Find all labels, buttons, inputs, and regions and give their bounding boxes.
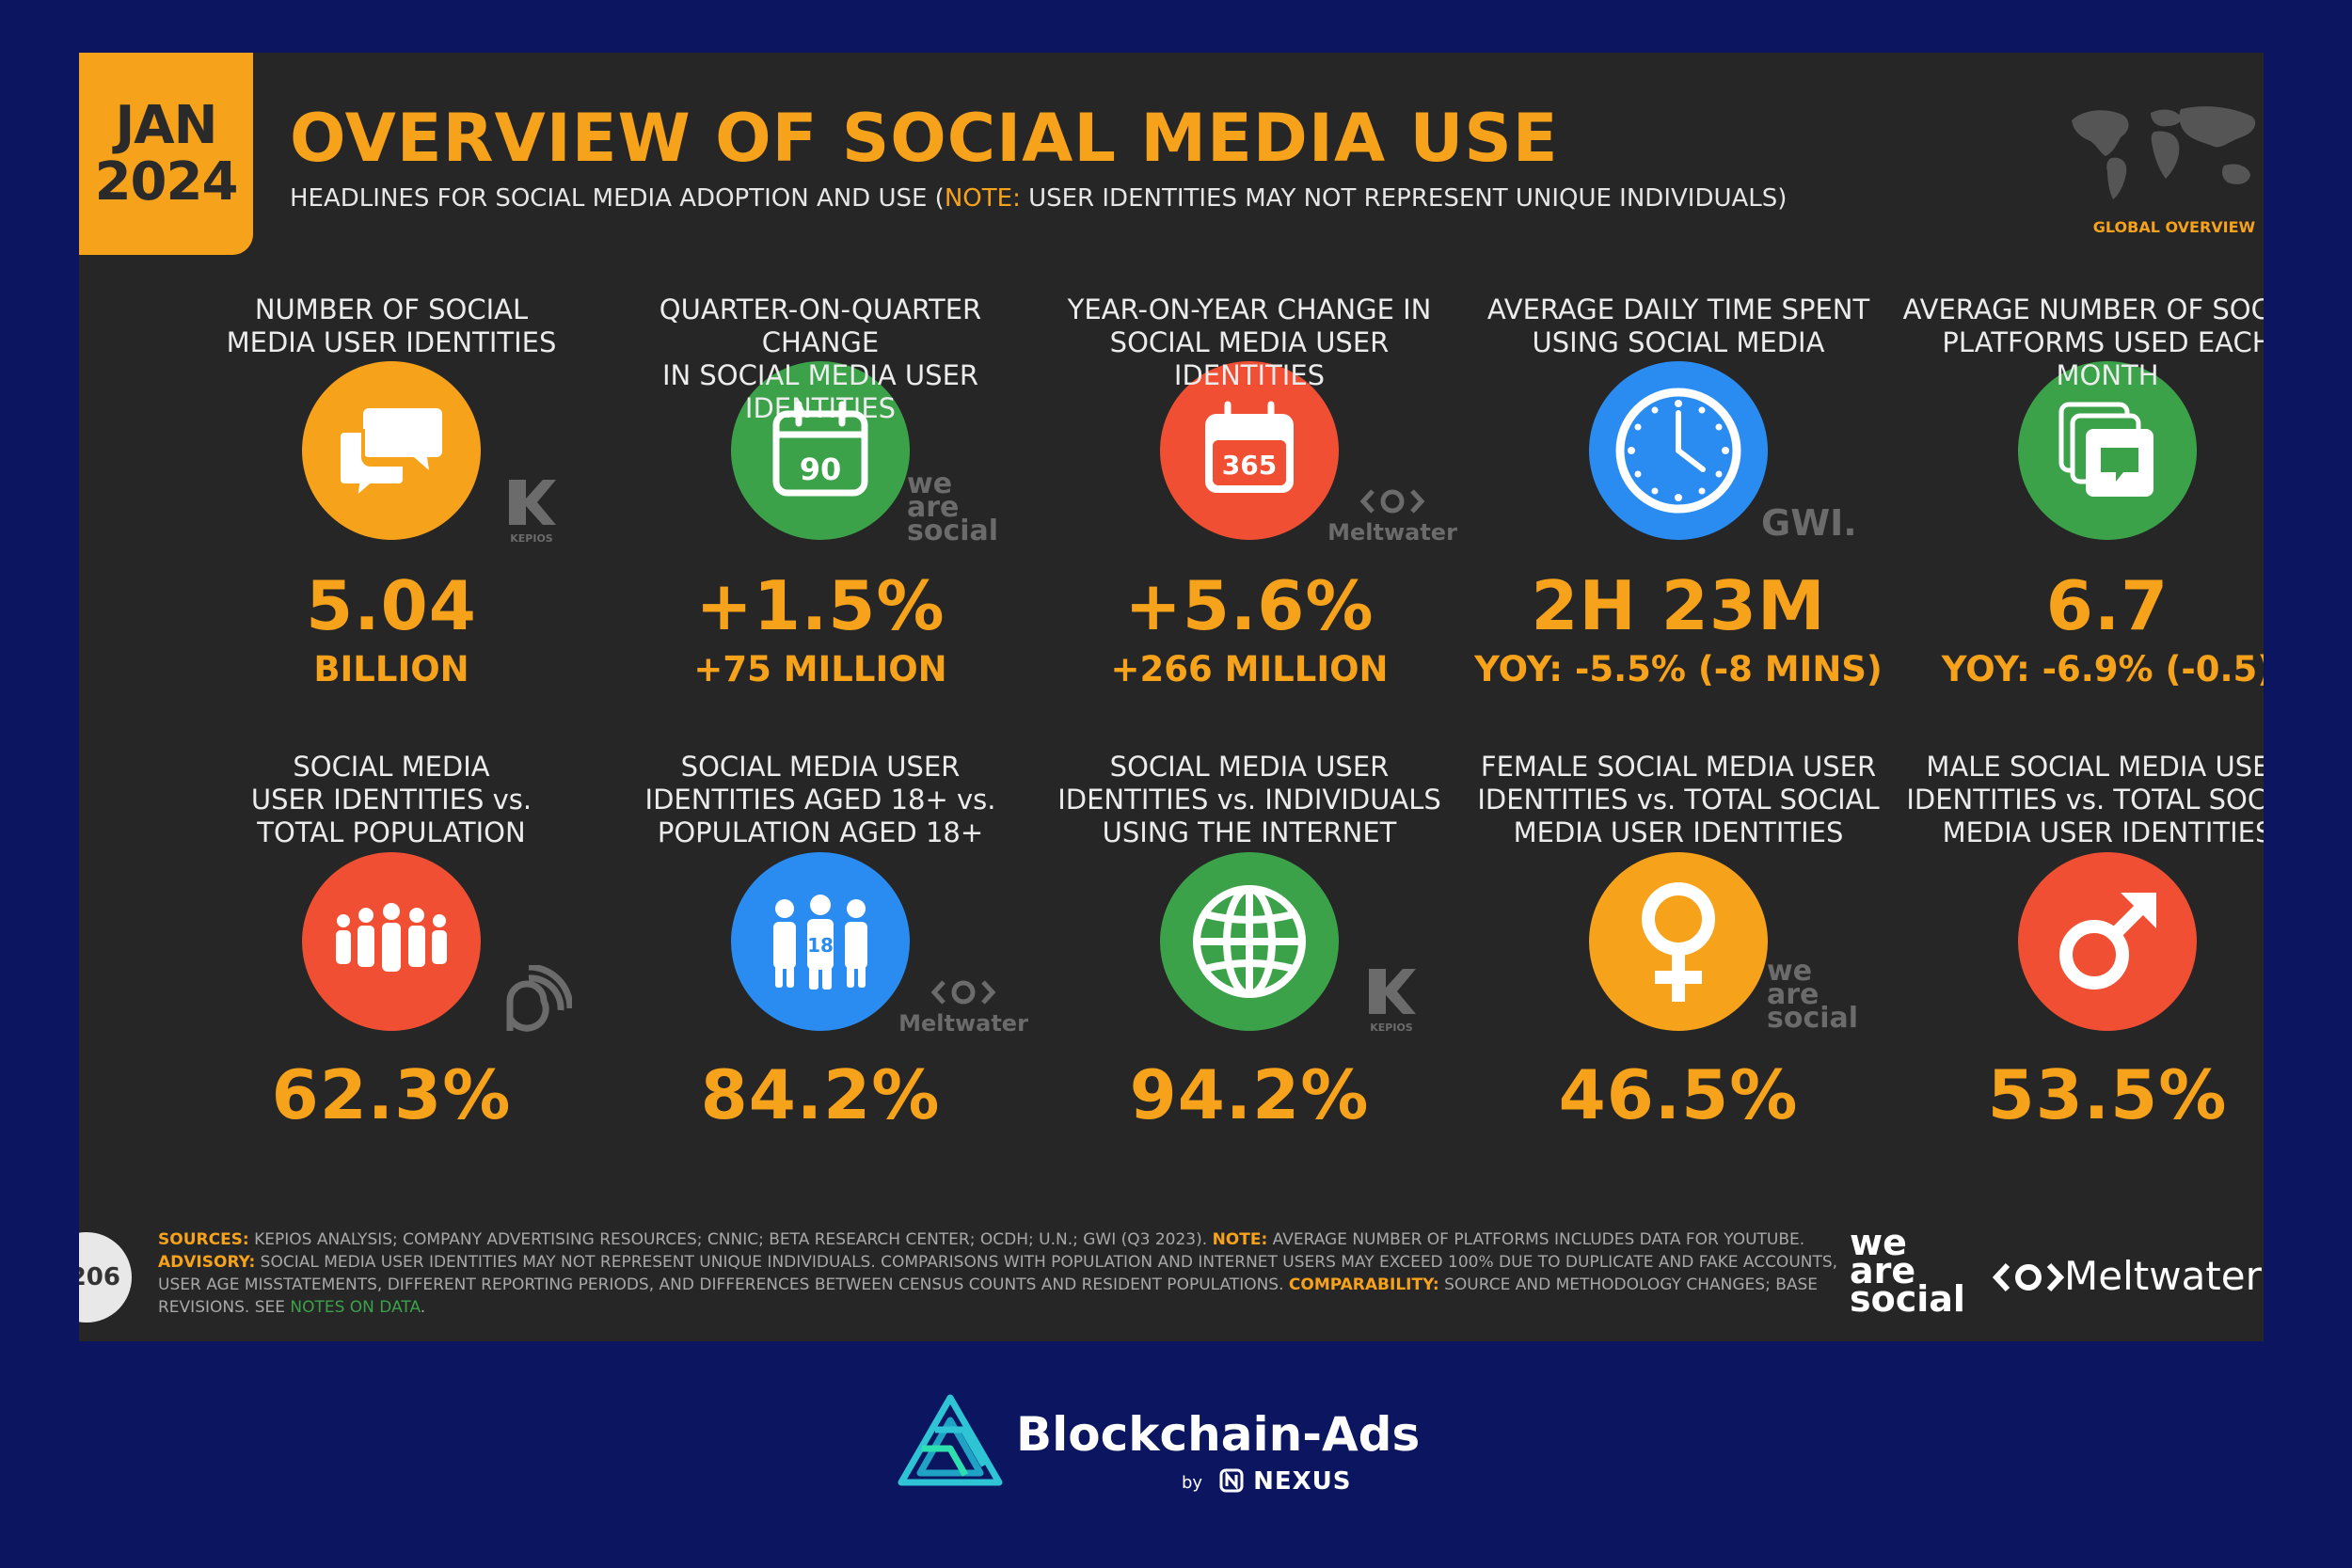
blockchain-ads-by: by <box>1182 1473 1203 1493</box>
meltwater-watermark-2: Meltwater <box>898 978 1029 1037</box>
crowd-icon <box>302 852 481 1031</box>
metric-label: QUARTER-ON-QUARTER CHANGE IN SOCIAL MEDIA… <box>659 293 982 424</box>
blockchain-ads-name: Blockchain-Ads <box>1016 1407 1421 1462</box>
subtitle-note: NOTE: <box>944 184 1021 213</box>
metric-female-share: FEMALE SOCIAL MEDIA USER IDENTITIES vs. T… <box>1471 751 1885 1132</box>
nexus-logo-icon <box>1219 1468 1244 1493</box>
gwi-watermark: GWI. <box>1761 502 1857 544</box>
adults-18-icon: 18 <box>731 852 910 1031</box>
metric-value: 84.2% <box>700 1055 941 1134</box>
clock-icon <box>1589 361 1768 540</box>
calendar-90-text: 90 <box>800 451 842 487</box>
metric-sub: BILLION <box>313 649 469 689</box>
stacked-windows-icon <box>2018 361 2197 540</box>
meltwater-logo-icon <box>1992 1262 2065 1292</box>
metric-adults-vs-population: SOCIAL MEDIA USER IDENTITIES AGED 18+ vs.… <box>613 751 1027 1132</box>
kepios-watermark-2: KEPIOS <box>1359 965 1424 1034</box>
blockchain-ads-logo-icon <box>898 1394 1003 1486</box>
kepios-logo-icon <box>1369 969 1416 1014</box>
metric-label: SOCIAL MEDIA USER IDENTITIES vs. TOTAL POP… <box>250 751 532 848</box>
metric-platforms-count: AVERAGE NUMBER OF SOCIALPLATFORMS USED E… <box>1900 293 2264 690</box>
metric-label: AVERAGE NUMBER OF SOCIALPLATFORMS USED E… <box>1902 293 2264 391</box>
metric-sub: YOY: -6.9% (-0.5) <box>1941 649 2264 689</box>
subtitle-pre: HEADLINES FOR SOCIAL MEDIA ADOPTION AND … <box>290 184 945 213</box>
world-map-icon <box>2072 106 2256 199</box>
metric-label: FEMALE SOCIAL MEDIA USER IDENTITIES vs. T… <box>1477 751 1880 848</box>
metric-vs-internet-users: SOCIAL MEDIA USER IDENTITIES vs. INDIVIDU… <box>1042 751 1456 1132</box>
metric-value: 2H 23M <box>1531 566 1826 645</box>
metric-label: SOCIAL MEDIA USER IDENTITIES vs. INDIVIDU… <box>1057 751 1441 848</box>
subtitle-post: USER IDENTITIES MAY NOT REPRESENT UNIQUE… <box>1020 184 1788 213</box>
page-subtitle: HEADLINES FOR SOCIAL MEDIA ADOPTION AND … <box>290 184 1787 213</box>
global-overview-label: GLOBAL OVERVIEW <box>2092 218 2256 236</box>
wearesocial-logo: we are social <box>1850 1222 1965 1320</box>
calendar-365-text: 365 <box>1222 450 1277 481</box>
blockchain-ads-brand: Blockchain-Ads by NEXUS <box>894 1392 1458 1514</box>
page-number: 206 <box>79 1232 132 1323</box>
male-symbol-icon <box>2018 852 2197 1031</box>
metric-value: 53.5% <box>1987 1055 2228 1134</box>
globe-icon <box>1160 852 1339 1031</box>
metric-value: 62.3% <box>271 1055 512 1134</box>
metric-value: 6.7 <box>2045 566 2169 645</box>
datareportal-watermark <box>499 963 574 1040</box>
metric-male-share: MALE SOCIAL MEDIA USER IDENTITIES vs. TOT… <box>1900 751 2264 1132</box>
wearesocial-watermark-2: we are social <box>1767 955 1859 1035</box>
metric-label: MALE SOCIAL MEDIA USER IDENTITIES vs. TOT… <box>1906 751 2264 848</box>
page-title: OVERVIEW OF SOCIAL MEDIA USE <box>290 100 1559 177</box>
metric-daily-time: AVERAGE DAILY TIME SPENT USING SOCIAL MED… <box>1471 293 1885 690</box>
metric-sub: +266 MILLION <box>1110 649 1389 689</box>
metric-value: +1.5% <box>695 566 946 645</box>
adults-18-text: 18 <box>807 934 834 957</box>
nexus-logo: NEXUS <box>1219 1467 1351 1496</box>
date-year: 2024 <box>94 150 239 213</box>
calendar-90-icon: 90 <box>731 361 910 540</box>
metric-value: 94.2% <box>1129 1055 1370 1134</box>
metric-yoy-change: YEAR-ON-YEAR CHANGE IN SOCIAL MEDIA USER … <box>1042 293 1456 690</box>
metric-value: +5.6% <box>1124 566 1375 645</box>
metric-vs-population: SOCIAL MEDIA USER IDENTITIES vs. TOTAL POP… <box>184 751 598 1132</box>
metric-sub: YOY: -5.5% (-8 MINS) <box>1474 649 1883 689</box>
date-badge: JAN 2024 <box>79 53 253 255</box>
datareportal-logo-icon <box>506 963 574 1032</box>
wearesocial-watermark: we are social <box>907 467 999 547</box>
female-symbol-icon <box>1589 852 1768 1031</box>
notes-on-data-link[interactable]: NOTES ON DATA <box>290 1298 421 1317</box>
meltwater-logo-icon <box>1359 489 1425 514</box>
infographic-card: JAN 2024 OVERVIEW OF SOCIAL MEDIA USE HE… <box>79 53 2264 1341</box>
meltwater-watermark: Meltwater <box>1327 487 1458 546</box>
calendar-365-icon: 365 <box>1160 361 1339 540</box>
metric-label: YEAR-ON-YEAR CHANGE IN SOCIAL MEDIA USER … <box>1067 293 1432 391</box>
kepios-logo-icon <box>509 480 556 525</box>
kepios-watermark: KEPIOS <box>499 476 564 545</box>
metric-sub: +75 MILLION <box>693 649 947 689</box>
metric-label: SOCIAL MEDIA USER IDENTITIES AGED 18+ vs.… <box>644 751 996 848</box>
metric-qoq-change: QUARTER-ON-QUARTER CHANGE IN SOCIAL MEDIA… <box>613 293 1027 690</box>
meltwater-logo-icon <box>930 980 996 1005</box>
metric-social-media-users: NUMBER OF SOCIAL MEDIA USER IDENTITIES 5.… <box>184 293 598 690</box>
speech-bubbles-icon <box>302 361 481 540</box>
metric-label: AVERAGE DAILY TIME SPENT USING SOCIAL MED… <box>1486 293 1870 358</box>
metric-value: 5.04 <box>306 566 477 645</box>
date-month: JAN <box>115 94 217 156</box>
footer-notes: SOURCES: KEPIOS ANALYSIS; COMPANY ADVERT… <box>158 1230 1838 1317</box>
meltwater-logo: Meltwater <box>1992 1253 2262 1299</box>
metric-label: NUMBER OF SOCIAL MEDIA USER IDENTITIES <box>226 293 557 358</box>
metric-value: 46.5% <box>1558 1055 1799 1134</box>
